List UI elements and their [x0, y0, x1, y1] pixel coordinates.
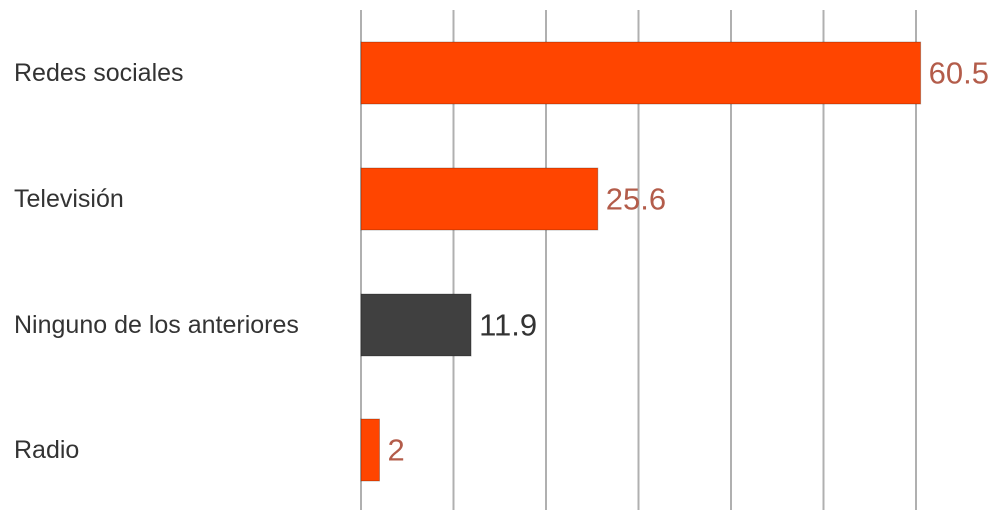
category-label: Redes sociales — [14, 59, 184, 87]
bar-2 — [360, 293, 472, 357]
category-label: Radio — [14, 436, 79, 464]
bar-3 — [360, 418, 380, 482]
category-label: Ninguno de los anteriores — [14, 311, 299, 339]
value-label: 25.6 — [606, 182, 666, 217]
value-label: 11.9 — [479, 308, 537, 343]
value-label: 60.5 — [929, 56, 989, 91]
bar-0 — [360, 41, 922, 105]
category-label: Televisión — [14, 185, 124, 213]
category-labels: Redes sociales Televisión Ninguno de los a… — [14, 59, 299, 464]
bars — [360, 41, 922, 482]
value-label: 2 — [388, 433, 405, 468]
value-labels: 60.5 25.6 11.9 2 — [388, 56, 989, 468]
bar-1 — [360, 167, 599, 231]
